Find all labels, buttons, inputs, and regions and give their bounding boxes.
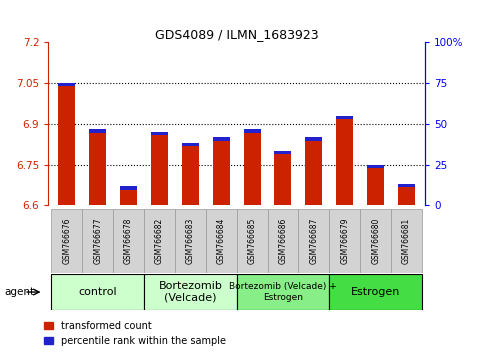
Bar [51,209,82,273]
Bar [120,186,137,205]
Bar [182,143,199,205]
Bar [151,132,168,205]
Text: GSM766678: GSM766678 [124,217,133,264]
Bar [151,132,168,135]
Bar [360,209,391,273]
Text: GSM766684: GSM766684 [217,217,226,264]
Text: GSM766681: GSM766681 [402,218,411,264]
Bar [336,116,353,205]
Text: GSM766677: GSM766677 [93,217,102,264]
Bar [329,274,422,310]
Bar [113,209,144,273]
Bar [391,209,422,273]
Bar [305,137,322,141]
Text: control: control [78,287,117,297]
Bar [206,209,237,273]
Bar [120,186,137,190]
Bar [336,116,353,119]
Legend: transformed count, percentile rank within the sample: transformed count, percentile rank withi… [43,321,226,346]
Text: GSM766685: GSM766685 [248,217,256,264]
Text: GSM766687: GSM766687 [310,217,318,264]
Bar [144,274,237,310]
Text: GSM766682: GSM766682 [155,218,164,264]
Bar [89,129,106,133]
Bar [175,209,206,273]
Text: Estrogen: Estrogen [351,287,400,297]
Bar [329,209,360,273]
Bar [398,184,415,187]
Text: GSM766683: GSM766683 [186,217,195,264]
Text: Bortezomib (Velcade) +
Estrogen: Bortezomib (Velcade) + Estrogen [229,282,337,302]
Bar [243,129,261,205]
Bar [237,209,268,273]
Bar [213,137,230,141]
Bar [398,184,415,205]
Text: GSM766686: GSM766686 [279,217,287,264]
Bar [213,137,230,205]
Bar [144,209,175,273]
Title: GDS4089 / ILMN_1683923: GDS4089 / ILMN_1683923 [155,28,318,41]
Bar [237,274,329,310]
Bar [243,129,261,133]
Bar [298,209,329,273]
Bar [268,209,298,273]
Bar [305,137,322,205]
Bar [367,165,384,205]
Bar [58,83,75,205]
Text: agent: agent [5,287,35,297]
Bar [51,274,144,310]
Bar [274,151,291,154]
Bar [82,209,113,273]
Bar [274,151,291,205]
Bar [89,129,106,205]
Text: GSM766680: GSM766680 [371,217,380,264]
Text: GSM766679: GSM766679 [340,217,349,264]
Text: Bortezomib
(Velcade): Bortezomib (Velcade) [158,281,222,303]
Text: GSM766676: GSM766676 [62,217,71,264]
Bar [367,165,384,168]
Bar [182,143,199,146]
Bar [58,83,75,86]
